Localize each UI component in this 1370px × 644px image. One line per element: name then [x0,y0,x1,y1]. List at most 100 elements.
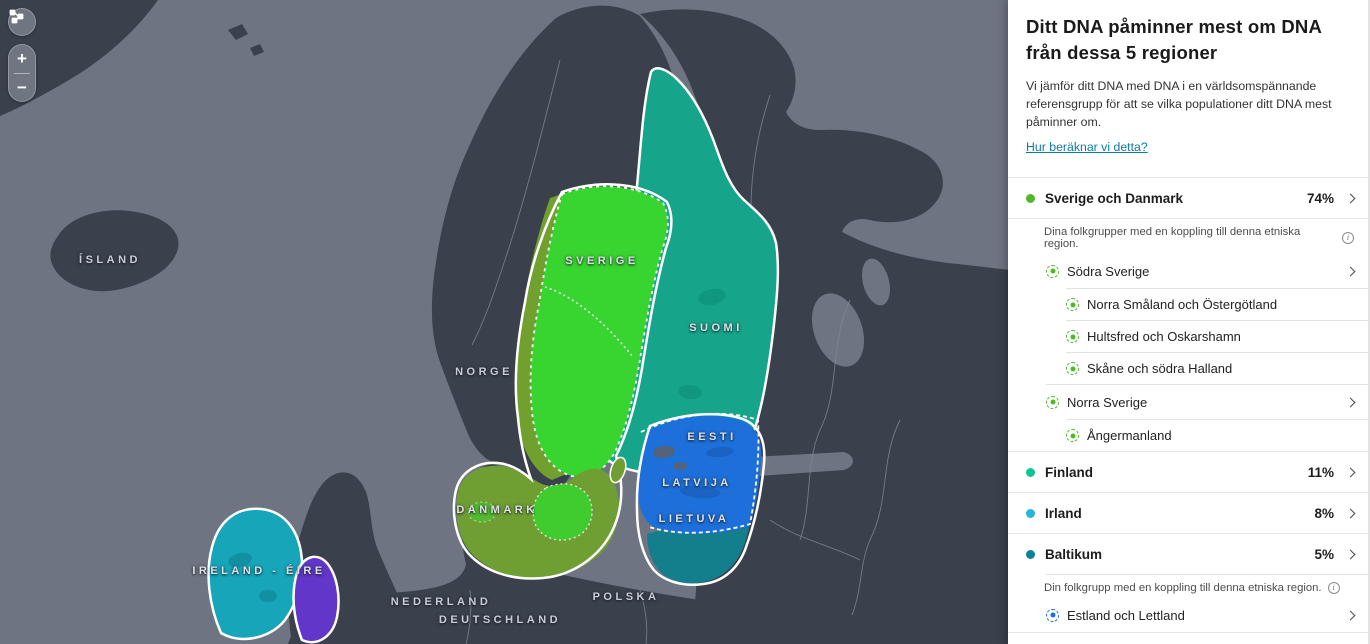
community-row: Ångermanland [1008,420,1368,451]
community-burst-icon [1046,608,1059,622]
community-row: Hultsfred och Oskarshamn [1008,321,1368,352]
map-zoom-control: + − [8,44,36,102]
region-name: Baltikum [1045,546,1103,562]
map-label-polska: POLSKA [592,591,660,603]
land-iceland [50,210,179,292]
chevron-right-icon [1345,467,1356,478]
community-burst-icon [1066,330,1079,344]
divider [1066,288,1368,290]
community-burst-icon [1046,264,1059,278]
lithuania-fill[interactable] [647,527,749,584]
baltic-texture [680,446,734,499]
region-ireland[interactable] [207,507,304,641]
map-label-lietuva: LIETUVA [658,513,730,525]
region-percent: 11% [1307,464,1334,480]
group-row-norra-sverige[interactable]: Norra Sverige [1008,385,1368,419]
divider [1066,419,1368,421]
divider [1066,320,1368,322]
community-name: Ångermanland [1087,428,1172,444]
group-name: Norra Sverige [1067,394,1148,410]
region-color-dot [1026,508,1035,518]
zoom-divider [14,72,30,74]
map-label-ireland-eire: IRELAND - ÉIRE [192,565,326,577]
region-color-dot [1026,467,1035,477]
chevron-right-icon [1345,508,1356,519]
chevron-right-icon [1345,549,1356,560]
subregion-dotted-blob [532,483,593,541]
sweden-fill[interactable] [529,185,669,478]
map-label-danmark: DANMARK [456,504,538,516]
region-baltics[interactable] [635,412,766,586]
region-percent: 8% [1314,505,1334,521]
region-row-irland[interactable]: Irland 8% [1008,493,1368,533]
community-burst-icon [1066,429,1079,443]
region-row-baltikum[interactable]: Baltikum 5% [1008,534,1368,574]
ireland-fill[interactable] [207,507,304,641]
group-name: Estland och Lettland [1067,607,1185,623]
community-name: Skåne och södra Halland [1087,361,1233,377]
region-row-finland[interactable]: Finland 11% [1008,452,1368,492]
region-percent: 74% [1306,190,1334,206]
sweden-west-strip [514,194,566,480]
divider [1008,492,1368,494]
map-label-suomi: SUOMI [689,322,743,334]
baltic-blue-fill[interactable] [637,415,762,535]
land-svalbard [228,24,248,40]
divider [1066,352,1368,354]
community-name: Hultsfred och Oskarshamn [1087,329,1241,345]
subregion-split-line [544,286,634,358]
divider [1008,533,1368,535]
info-icon[interactable]: i [1327,582,1340,595]
results-panel: Ditt DNA påminner mest om DNA från dessa… [1008,0,1370,644]
divider [1046,384,1368,386]
lake-ladoga [811,293,865,367]
divider [1008,632,1368,634]
chevron-right-icon [1345,193,1356,204]
land-greenland [0,0,158,116]
map-label-eesti: EESTI [687,431,737,443]
zoom-in-button[interactable]: + [17,49,27,68]
region-color-dot [1026,193,1035,203]
region-color-dot [1026,549,1035,559]
map-label-latvija: LATVIJA [662,477,732,489]
estonia-latvia-dashed-outline [640,412,760,534]
chevron-right-icon [1345,266,1356,277]
group-row-estland-och-lettland[interactable]: Estland och Lettland [1008,598,1368,632]
divider [1046,574,1368,576]
divider [1008,451,1368,453]
group-row-sodra-sverige[interactable]: Södra Sverige [1008,254,1368,288]
wales-fill[interactable] [292,555,340,644]
divider [1008,218,1368,220]
info-icon[interactable]: i [1342,232,1354,245]
community-name: Norra Småland och Östergötland [1087,297,1278,313]
page-title: Ditt DNA påminner mest om DNA från dessa… [1026,16,1322,64]
how-we-calculate-link[interactable]: Hur beräknar vi detta? [1026,140,1148,155]
zoom-out-button[interactable]: − [17,77,27,97]
region-name: Finland [1045,464,1093,480]
share-button[interactable] [8,8,36,36]
region-sweden-denmark[interactable] [452,183,673,580]
region-name: Irland [1045,505,1082,521]
region-wales[interactable] [292,555,340,644]
ireland-texture [228,552,277,602]
map-label-nederland: NEDERLAND [390,596,492,608]
groups-helper-text: Din folkgrupp med en koppling till denna… [1008,575,1368,598]
lake-onega [861,258,891,306]
baltics-outline [635,412,766,586]
gotland-island [609,456,627,484]
community-row: Skåne och södra Halland [1008,353,1368,384]
region-name: Sverige och Danmark [1045,190,1184,206]
map-label-sverige: SVERIGE [565,255,639,267]
divider [1008,177,1368,179]
chevron-right-icon [1345,397,1356,408]
map-label-norge: NORGE [455,366,513,378]
baltic-sea [560,448,853,578]
map-label-deutschland: DEUTSCHLAND [438,614,562,626]
region-row-wales[interactable]: Wales 2% [1008,633,1368,644]
ethnicity-map[interactable]: ÍSLAND NORGE SVERIGE SUOMI EESTI LATVIJA… [0,0,1010,644]
region-row-sverige-och-danmark[interactable]: Sverige och Danmark 74% [1008,178,1368,218]
map-label-island: ÍSLAND [79,254,141,266]
chevron-right-icon [1345,610,1356,621]
map-canvas [0,0,1010,644]
community-row: Norra Småland och Östergötland [1008,289,1368,320]
